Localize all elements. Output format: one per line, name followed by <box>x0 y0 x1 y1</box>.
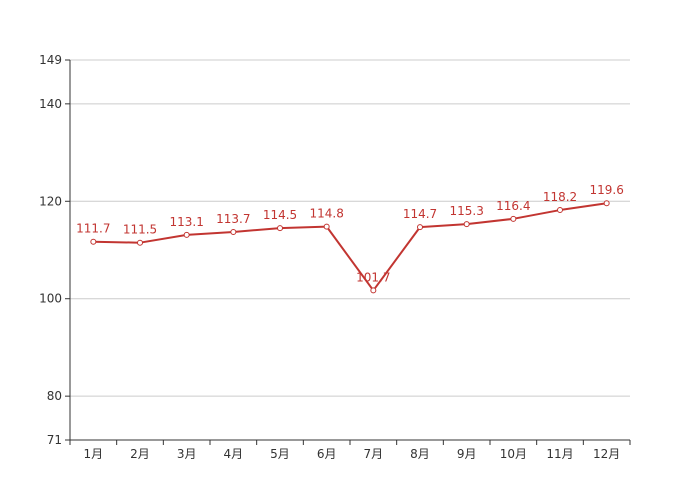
y-axis: 71 80 100 120 140 149 <box>39 53 71 447</box>
x-tick-label: 6月 <box>317 447 337 461</box>
y-tick-label: 71 <box>47 433 62 447</box>
x-tick-label: 5月 <box>270 447 290 461</box>
data-label: 111.7 <box>76 222 110 236</box>
grid-lines <box>70 59 630 441</box>
series-layer <box>90 200 610 294</box>
x-tick-label: 10月 <box>500 447 527 461</box>
x-tick-label: 9月 <box>457 447 477 461</box>
data-point <box>510 215 517 222</box>
data-label: 119.6 <box>589 183 623 197</box>
data-point <box>463 221 470 228</box>
data-point <box>417 224 423 231</box>
data-label: 101.7 <box>356 270 390 284</box>
y-tick-label: 120 <box>39 194 62 208</box>
data-point <box>557 207 563 214</box>
data-labels: 111.7 111.5 113.1 113.7 114.5 114.8 101.7 114.7… <box>76 183 624 284</box>
data-label: 113.7 <box>216 212 250 226</box>
x-tick-label: 3月 <box>177 447 197 461</box>
data-point <box>183 231 190 238</box>
y-tick-label: 80 <box>47 389 62 403</box>
y-tick-label: 149 <box>39 53 62 67</box>
data-point <box>370 287 377 294</box>
x-tick-label: 7月 <box>364 447 384 461</box>
x-tick-label: 2月 <box>130 447 150 461</box>
data-label: 111.5 <box>123 223 157 237</box>
data-point <box>230 228 237 235</box>
x-tick-label: 11月 <box>546 447 573 461</box>
x-tick-label: 1月 <box>84 447 104 461</box>
data-label: 114.5 <box>263 208 297 222</box>
series-line <box>93 202 607 292</box>
data-point <box>323 223 330 230</box>
data-point <box>137 239 143 246</box>
data-label: 116.4 <box>496 199 530 213</box>
data-label: 113.1 <box>169 215 203 229</box>
data-label: 115.3 <box>449 204 483 218</box>
data-point <box>603 200 610 207</box>
x-axis: 1月 2月 3月 4月 5月 6月 7月 8月 9月 10月 11月 12月 <box>69 439 631 461</box>
x-tick-label: 4月 <box>224 447 244 461</box>
data-label: 118.2 <box>543 190 577 204</box>
data-point <box>277 225 283 232</box>
data-label: 114.8 <box>309 207 343 221</box>
y-tick-label: 100 <box>39 292 62 306</box>
data-label: 114.7 <box>403 207 437 221</box>
x-tick-label: 12月 <box>593 447 620 461</box>
y-tick-label: 140 <box>39 97 62 111</box>
data-point <box>90 238 97 245</box>
x-tick-label: 8月 <box>410 447 430 461</box>
